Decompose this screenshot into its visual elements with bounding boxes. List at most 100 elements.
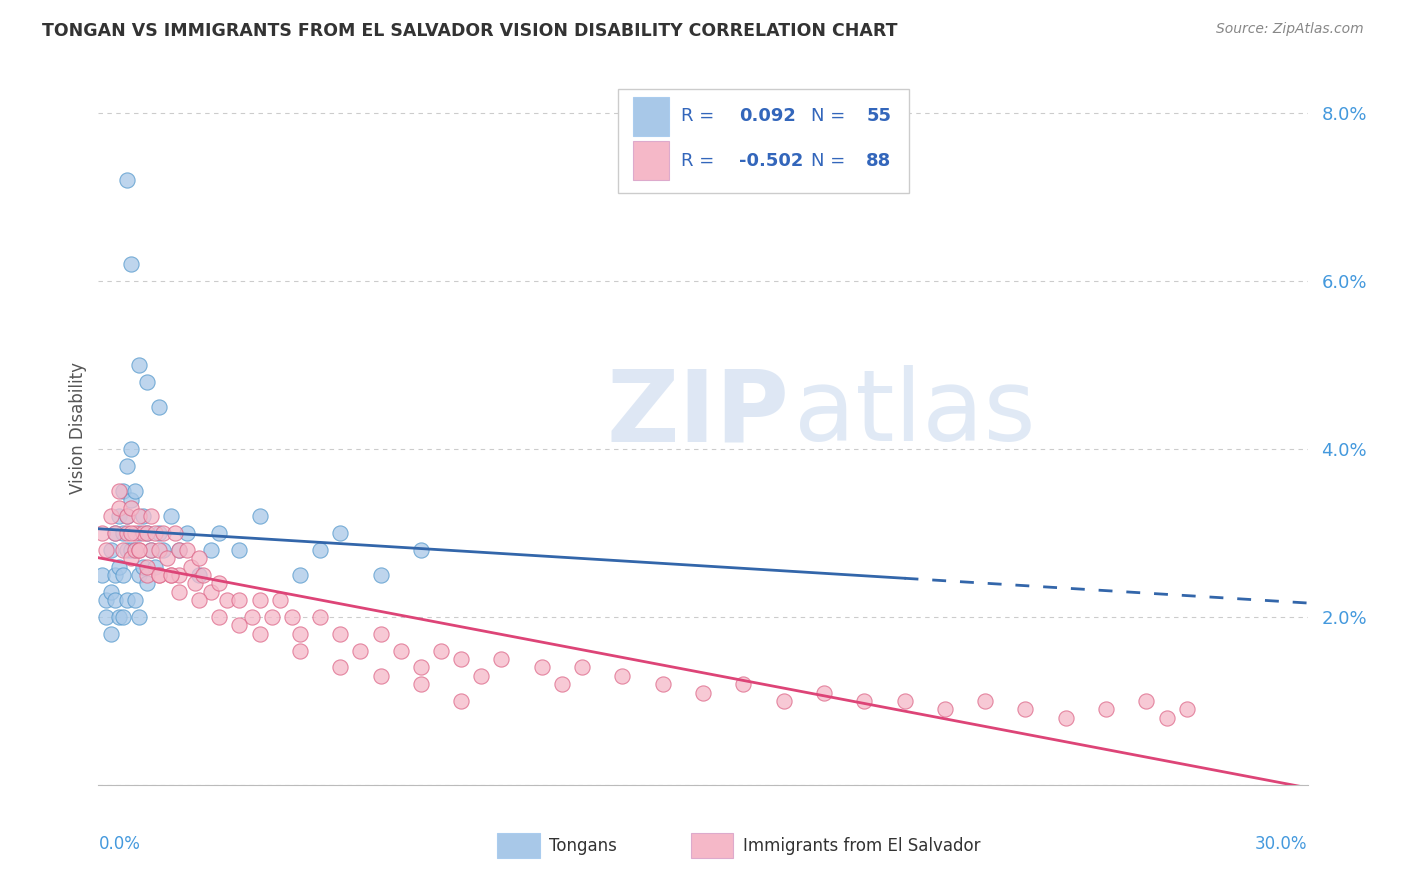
Text: ZIP: ZIP (606, 366, 789, 462)
Point (111, 568, 134, 582)
Point (100, 542, 122, 557)
Point (124, 542, 146, 557)
Point (91, 568, 114, 582)
Point (120, 526, 142, 541)
Point (934, 702, 956, 716)
Text: N =: N = (811, 152, 851, 169)
Point (124, 484, 146, 499)
Point (135, 375, 157, 389)
Point (107, 559, 129, 574)
Point (139, 542, 162, 557)
Point (115, 542, 138, 557)
Point (551, 677, 574, 691)
Point (160, 568, 183, 582)
Point (128, 610, 150, 624)
Point (135, 559, 157, 574)
Point (1054, 711, 1077, 725)
Point (184, 576, 207, 591)
Point (409, 542, 432, 557)
Point (893, 694, 915, 708)
Text: N =: N = (811, 107, 851, 125)
Point (530, 660, 553, 674)
Point (91, 526, 114, 541)
Point (349, 643, 371, 657)
Point (167, 585, 190, 599)
Text: Tongans: Tongans (550, 837, 617, 855)
Point (107, 484, 129, 499)
Text: 88: 88 (866, 152, 891, 169)
Point (370, 568, 392, 582)
Point (132, 509, 155, 524)
Point (228, 542, 250, 557)
Point (208, 576, 231, 591)
Point (120, 257, 142, 271)
Point (1095, 702, 1118, 716)
Point (100, 627, 122, 641)
FancyBboxPatch shape (619, 89, 908, 193)
Point (143, 526, 166, 541)
Text: 55: 55 (866, 107, 891, 125)
Point (115, 509, 138, 524)
Point (288, 568, 311, 582)
Point (115, 526, 138, 541)
Point (200, 542, 222, 557)
Point (120, 551, 142, 566)
Text: atlas: atlas (793, 366, 1035, 462)
Point (772, 694, 794, 708)
Point (152, 526, 174, 541)
Text: TONGAN VS IMMIGRANTS FROM EL SALVADOR VISION DISABILITY CORRELATION CHART: TONGAN VS IMMIGRANTS FROM EL SALVADOR VI… (42, 22, 897, 40)
Point (148, 568, 170, 582)
Point (200, 585, 222, 599)
Point (260, 610, 283, 624)
Point (111, 526, 134, 541)
Text: 0.092: 0.092 (740, 107, 796, 125)
Point (96, 593, 118, 607)
Point (160, 568, 183, 582)
Point (269, 593, 291, 607)
Point (135, 576, 157, 591)
Point (612, 669, 634, 683)
Point (1014, 702, 1036, 716)
Point (160, 509, 183, 524)
Point (152, 542, 174, 557)
Point (167, 542, 190, 557)
Point (193, 568, 215, 582)
Text: 30.0%: 30.0% (1256, 835, 1308, 853)
Point (249, 627, 271, 641)
Point (124, 593, 146, 607)
Point (217, 593, 239, 607)
Point (853, 694, 876, 708)
Text: -0.502: -0.502 (740, 152, 804, 169)
Point (188, 568, 211, 582)
Point (288, 627, 311, 641)
Point (430, 643, 453, 657)
Point (470, 669, 492, 683)
Point (180, 559, 202, 574)
Point (450, 694, 472, 708)
Point (167, 568, 190, 582)
Point (370, 627, 392, 641)
Point (111, 484, 134, 499)
Point (571, 660, 593, 674)
Point (132, 526, 155, 541)
Point (135, 526, 157, 541)
Point (100, 585, 122, 599)
Point (107, 610, 129, 624)
Point (103, 526, 125, 541)
Point (370, 669, 392, 683)
Point (249, 593, 271, 607)
FancyBboxPatch shape (690, 833, 734, 858)
Point (135, 568, 157, 582)
Point (167, 542, 190, 557)
Point (120, 442, 142, 457)
Point (176, 526, 198, 541)
FancyBboxPatch shape (498, 833, 540, 858)
Text: Source: ZipAtlas.com: Source: ZipAtlas.com (1216, 22, 1364, 37)
Point (651, 677, 673, 691)
Point (120, 492, 142, 507)
Point (309, 542, 332, 557)
Point (128, 509, 150, 524)
Point (281, 610, 304, 624)
Point (148, 400, 170, 414)
Point (409, 660, 432, 674)
